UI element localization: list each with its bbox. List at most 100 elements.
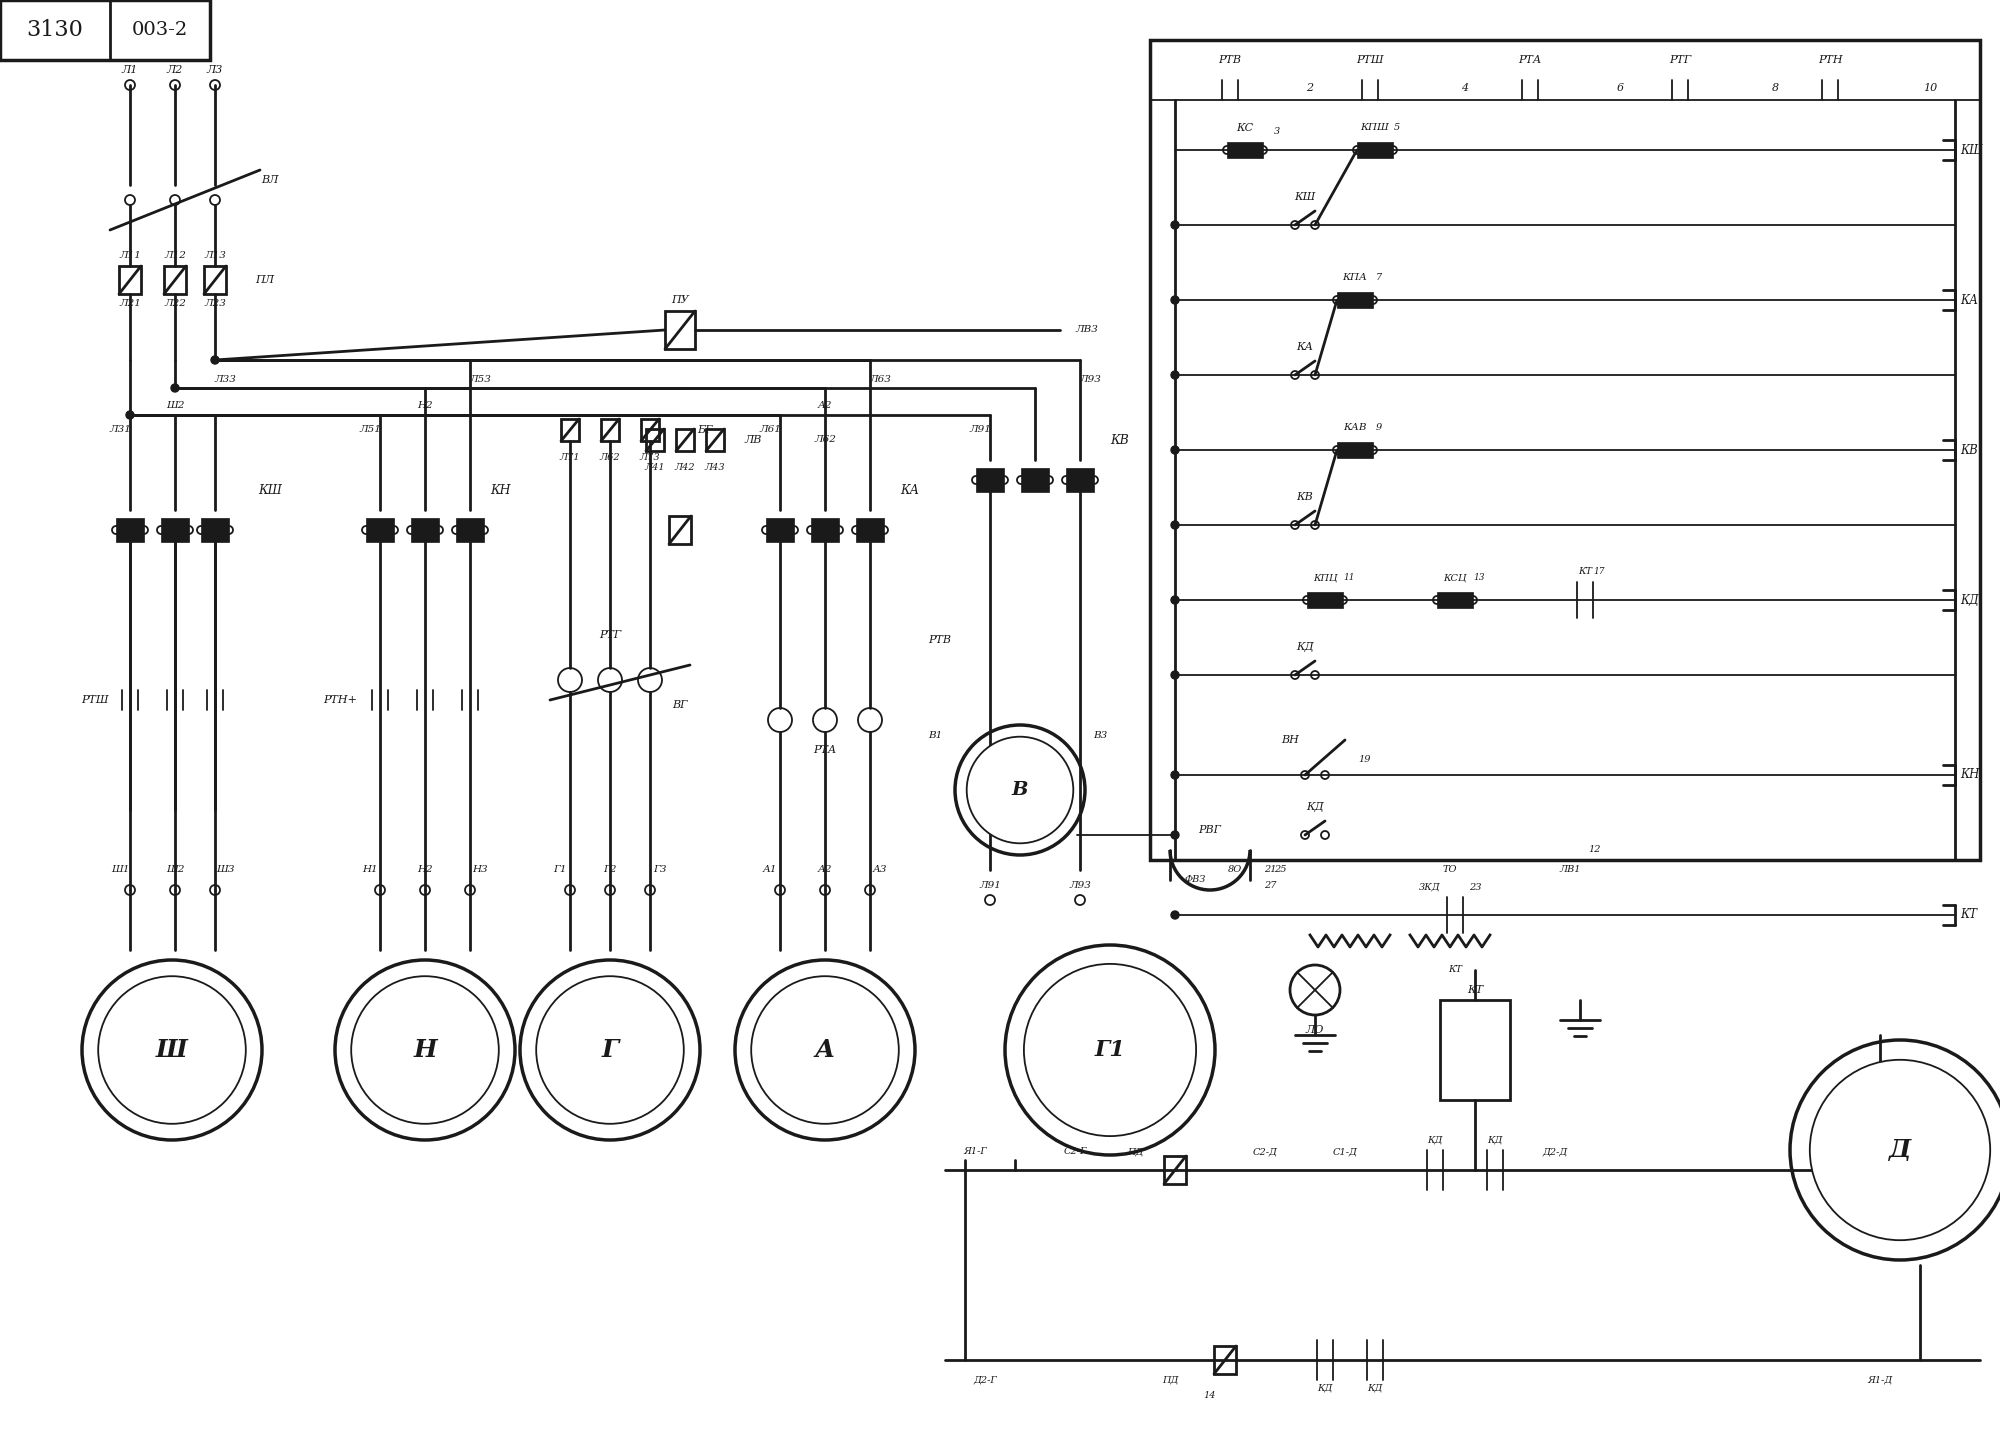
Text: 10: 10 [1922, 82, 1938, 93]
Text: ПУ: ПУ [672, 295, 688, 305]
Circle shape [1172, 372, 1180, 379]
Bar [668, 516, 692, 544]
Text: Л61: Л61 [760, 425, 780, 434]
Text: Ш2: Ш2 [166, 866, 184, 875]
Circle shape [1024, 964, 1196, 1137]
Text: РТВ: РТВ [928, 635, 952, 645]
Text: Л42: Л42 [674, 464, 696, 473]
Circle shape [1172, 831, 1180, 839]
Text: Д2-Г: Д2-Г [974, 1375, 996, 1384]
Bar [676, 429, 694, 451]
Text: А2: А2 [818, 401, 832, 409]
Bar [1336, 292, 1372, 308]
Circle shape [1810, 1060, 1990, 1241]
Text: ПД: ПД [1162, 1375, 1178, 1384]
Text: С2-Д: С2-Д [1252, 1148, 1278, 1157]
Circle shape [1172, 221, 1180, 228]
Bar [640, 419, 660, 441]
Circle shape [1172, 596, 1180, 604]
Text: Л93: Л93 [1080, 376, 1100, 385]
Bar [204, 266, 226, 294]
Text: ЛВ1: ЛВ1 [1560, 866, 1580, 875]
Text: КА: КА [1296, 343, 1314, 351]
Circle shape [172, 385, 180, 392]
Text: РТН: РТН [1818, 55, 1842, 65]
Bar [856, 518, 884, 542]
Circle shape [1172, 671, 1180, 680]
Bar [366, 518, 394, 542]
Text: Л71: Л71 [560, 454, 580, 463]
Text: Л21: Л21 [120, 299, 140, 308]
Text: Л51: Л51 [360, 425, 380, 434]
Text: Я1-Д: Я1-Д [1868, 1375, 1892, 1384]
Circle shape [352, 976, 498, 1124]
Text: Ш2: Ш2 [166, 401, 184, 409]
Text: С1-Д: С1-Д [1332, 1148, 1358, 1157]
Text: 27: 27 [1264, 881, 1276, 889]
Bar [1022, 469, 1048, 492]
Text: Л3: Л3 [206, 65, 224, 75]
Text: КПШ: КПШ [1360, 123, 1390, 133]
Text: КД: КД [1488, 1135, 1502, 1144]
Bar [812, 518, 840, 542]
Text: Н2: Н2 [418, 401, 432, 409]
Text: Л93: Л93 [1070, 881, 1090, 889]
Text: Г2: Г2 [604, 866, 616, 875]
Text: КВ: КВ [1960, 444, 1978, 457]
Text: Л53: Л53 [470, 376, 490, 385]
Bar [456, 518, 484, 542]
Text: РТА: РТА [814, 745, 836, 755]
Bar [1164, 1155, 1186, 1184]
Bar [560, 419, 580, 441]
Text: ВЛ: ВЛ [262, 175, 278, 185]
Circle shape [1172, 445, 1180, 454]
Text: РТШ: РТШ [82, 696, 108, 706]
Bar [664, 311, 696, 348]
Bar [976, 469, 1004, 492]
Text: КТ: КТ [1578, 567, 1592, 577]
Text: В1: В1 [928, 730, 942, 739]
Text: Я1-Г: Я1-Г [964, 1148, 986, 1157]
Circle shape [1172, 771, 1180, 779]
Text: 5: 5 [1394, 123, 1400, 133]
Text: КШ: КШ [258, 483, 282, 496]
Text: 23: 23 [1468, 882, 1482, 892]
Text: Л12: Л12 [164, 252, 186, 260]
Circle shape [1172, 296, 1180, 304]
Bar [1308, 591, 1344, 607]
Text: Л73: Л73 [640, 454, 660, 463]
Text: КТ: КТ [1448, 966, 1462, 975]
Bar [200, 518, 228, 542]
Text: КПЦ: КПЦ [1312, 574, 1338, 583]
Text: Л62: Л62 [814, 435, 836, 444]
Text: С2-Г: С2-Г [1064, 1148, 1086, 1157]
Text: 2: 2 [1306, 82, 1314, 93]
Text: Л22: Л22 [164, 299, 186, 308]
Bar [1436, 591, 1472, 607]
Text: КД: КД [1368, 1384, 1382, 1392]
Text: 003-2: 003-2 [132, 22, 188, 39]
Bar [116, 518, 144, 542]
Text: ФВЗ: ФВЗ [1184, 875, 1206, 885]
Text: Л91: Л91 [970, 425, 990, 434]
Text: В: В [1012, 781, 1028, 800]
Text: 8О: 8О [1228, 866, 1242, 875]
Text: КД: КД [1318, 1384, 1332, 1392]
Text: КА: КА [1960, 294, 1978, 307]
Text: КВ: КВ [1296, 492, 1314, 502]
Bar [412, 518, 440, 542]
Text: 13: 13 [1474, 574, 1484, 583]
Text: КВ: КВ [1110, 434, 1130, 447]
Text: РТГ: РТГ [598, 630, 622, 641]
Bar [1336, 442, 1372, 458]
Text: Л11: Л11 [120, 252, 140, 260]
Circle shape [212, 356, 220, 364]
Text: РВГ: РВГ [1198, 826, 1222, 834]
Text: Л41: Л41 [644, 464, 666, 473]
Text: В3: В3 [1092, 730, 1108, 739]
Text: Н: Н [414, 1038, 436, 1061]
Text: КА: КА [900, 483, 920, 496]
Bar [646, 429, 664, 451]
Text: Ш: Ш [156, 1038, 188, 1061]
Text: ТО: ТО [1442, 866, 1458, 875]
